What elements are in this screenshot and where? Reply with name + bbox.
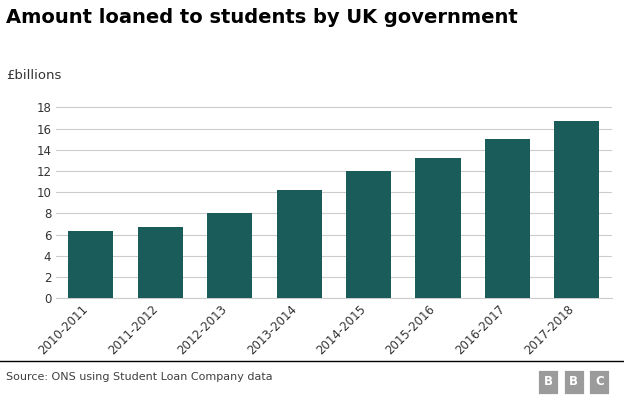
Text: Source: ONS using Student Loan Company data: Source: ONS using Student Loan Company d… [6,372,273,382]
Bar [138,227,183,298]
Bar [554,121,600,298]
Bar [68,231,114,298]
Bar [588,369,610,395]
Bar [563,369,585,395]
Bar [485,139,530,298]
Text: B: B [569,375,578,388]
Text: C: C [595,375,603,388]
Bar [346,171,391,298]
Bar [537,369,559,395]
Text: £billions: £billions [6,69,62,81]
Text: B: B [544,375,553,388]
Bar [416,158,461,298]
Bar [207,213,252,298]
Bar [276,190,322,298]
Text: Amount loaned to students by UK government: Amount loaned to students by UK governme… [6,8,518,27]
